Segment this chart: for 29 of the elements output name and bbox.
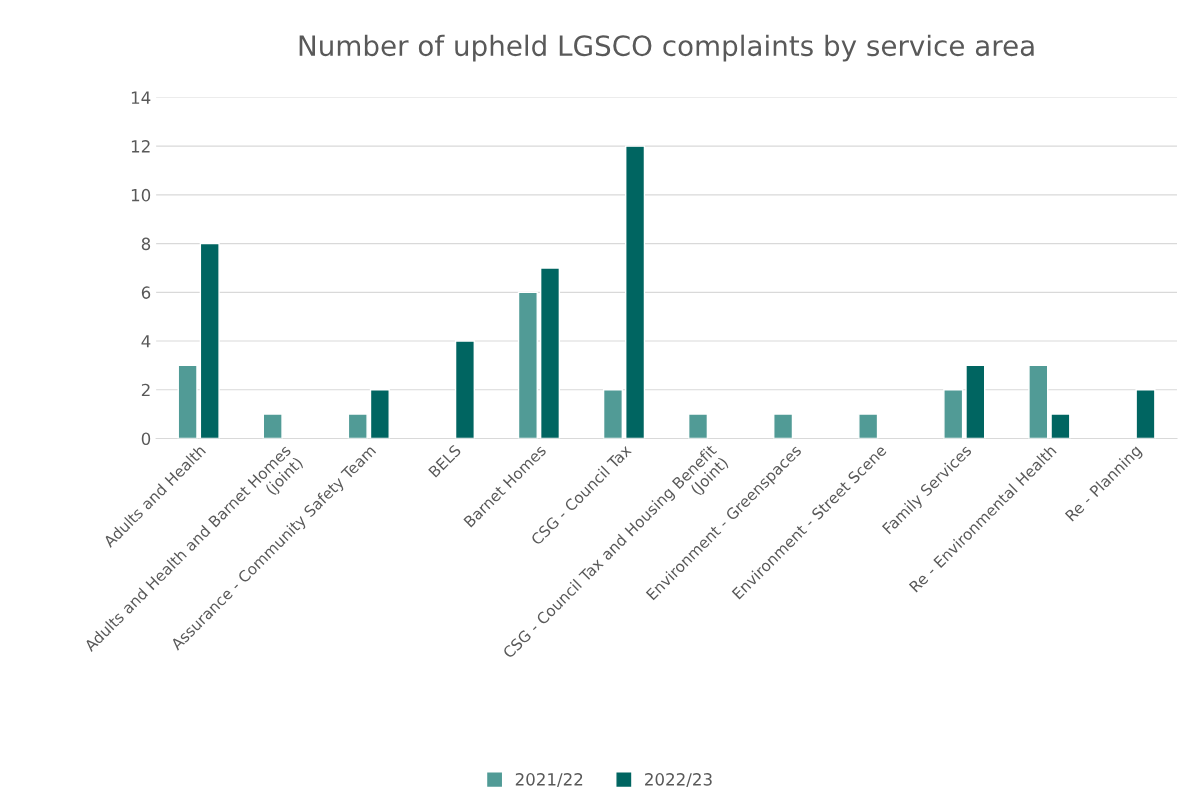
- bar: [177, 364, 198, 439]
- y-tick-label: 0: [141, 432, 151, 446]
- bar: [1050, 413, 1071, 439]
- y-tick-label: 10: [131, 188, 151, 202]
- y-tick-label: 12: [131, 140, 150, 153]
- y-tick-label: 6: [141, 286, 151, 299]
- bar: [602, 389, 624, 439]
- y-tick-label: 4: [141, 335, 151, 348]
- bar: [517, 291, 538, 439]
- bar: [625, 145, 646, 439]
- bar: [773, 413, 794, 439]
- bar: [687, 413, 709, 439]
- chart-title: Number of upheld LGSCO complaints by service area: [299, 34, 1034, 62]
- bar: [1135, 389, 1156, 439]
- bar: [347, 413, 368, 439]
- y-tick-label: 14: [131, 91, 151, 104]
- bar: [262, 413, 283, 439]
- bar: [858, 413, 879, 439]
- bar: [965, 364, 986, 439]
- bar: [539, 267, 561, 439]
- y-tick-label: 8: [141, 237, 151, 251]
- bar: [199, 242, 220, 439]
- bar: [369, 389, 390, 439]
- bar: [943, 389, 964, 439]
- legend-label: 2021/22: [515, 773, 583, 787]
- bar: [454, 340, 475, 439]
- legend-label: 2022/23: [645, 773, 712, 787]
- bar: [1028, 364, 1049, 439]
- y-tick-label: 2: [141, 383, 150, 397]
